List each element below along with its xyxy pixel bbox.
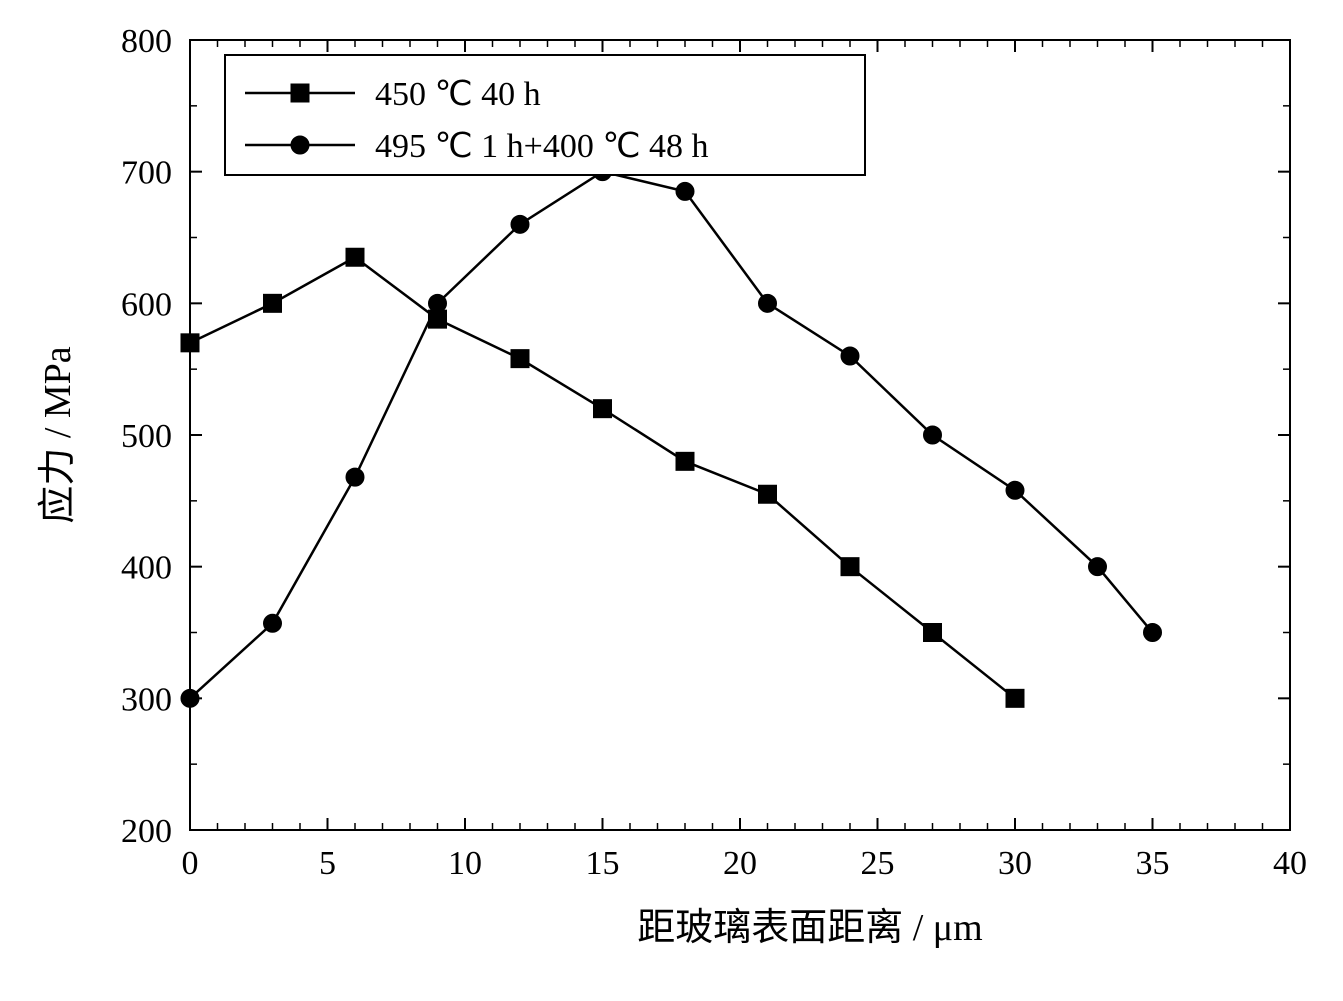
marker-495C-1h-400C-48h (1006, 481, 1024, 499)
marker-450C-40h (1006, 689, 1024, 707)
ytick-label: 800 (121, 23, 172, 60)
ytick-label: 200 (121, 813, 172, 850)
marker-495C-1h-400C-48h (841, 347, 859, 365)
ytick-label: 700 (121, 155, 172, 192)
marker-495C-1h-400C-48h (429, 294, 447, 312)
ytick-label: 400 (121, 550, 172, 587)
marker-495C-1h-400C-48h (181, 689, 199, 707)
marker-450C-40h (759, 485, 777, 503)
legend-label: 450 ℃ 40 h (375, 76, 541, 113)
marker-450C-40h (511, 350, 529, 368)
series-line-495C-1h-400C-48h (190, 172, 1153, 699)
ytick-label: 600 (121, 286, 172, 323)
marker-450C-40h (264, 294, 282, 312)
xtick-label: 20 (723, 845, 757, 882)
marker-495C-1h-400C-48h (1089, 558, 1107, 576)
xtick-label: 10 (448, 845, 482, 882)
xtick-label: 5 (319, 845, 336, 882)
xtick-label: 40 (1273, 845, 1307, 882)
stress-chart: 0 5 10 15 20 25 30 35 40 200 300 400 500 600 700 800 距玻璃… (0, 0, 1343, 1001)
marker-495C-1h-400C-48h (676, 182, 694, 200)
marker-495C-1h-400C-48h (511, 215, 529, 233)
marker-450C-40h (841, 558, 859, 576)
y-axis-label: 应力 / MPa (37, 346, 79, 523)
marker-495C-1h-400C-48h (346, 468, 364, 486)
x-axis-label: 距玻璃表面距离 / μm (637, 907, 983, 949)
legend-marker (291, 136, 309, 154)
marker-495C-1h-400C-48h (924, 426, 942, 444)
legend-label: 495 ℃ 1 h+400 ℃ 48 h (375, 128, 709, 165)
marker-450C-40h (594, 400, 612, 418)
marker-450C-40h (676, 452, 694, 470)
series-line-450C-40h (190, 257, 1015, 698)
xtick-label: 35 (1136, 845, 1170, 882)
xtick-label: 15 (586, 845, 620, 882)
marker-495C-1h-400C-48h (759, 294, 777, 312)
xtick-label: 0 (182, 845, 199, 882)
marker-450C-40h (924, 624, 942, 642)
marker-495C-1h-400C-48h (264, 614, 282, 632)
ytick-label: 500 (121, 418, 172, 455)
marker-495C-1h-400C-48h (1144, 624, 1162, 642)
legend-marker (291, 84, 309, 102)
ytick-label: 300 (121, 681, 172, 718)
xtick-label: 30 (998, 845, 1032, 882)
marker-450C-40h (346, 248, 364, 266)
marker-450C-40h (181, 334, 199, 352)
chart-svg: 0 5 10 15 20 25 30 35 40 200 300 400 500 600 700 800 距玻璃… (0, 0, 1343, 1001)
xtick-label: 25 (861, 845, 895, 882)
